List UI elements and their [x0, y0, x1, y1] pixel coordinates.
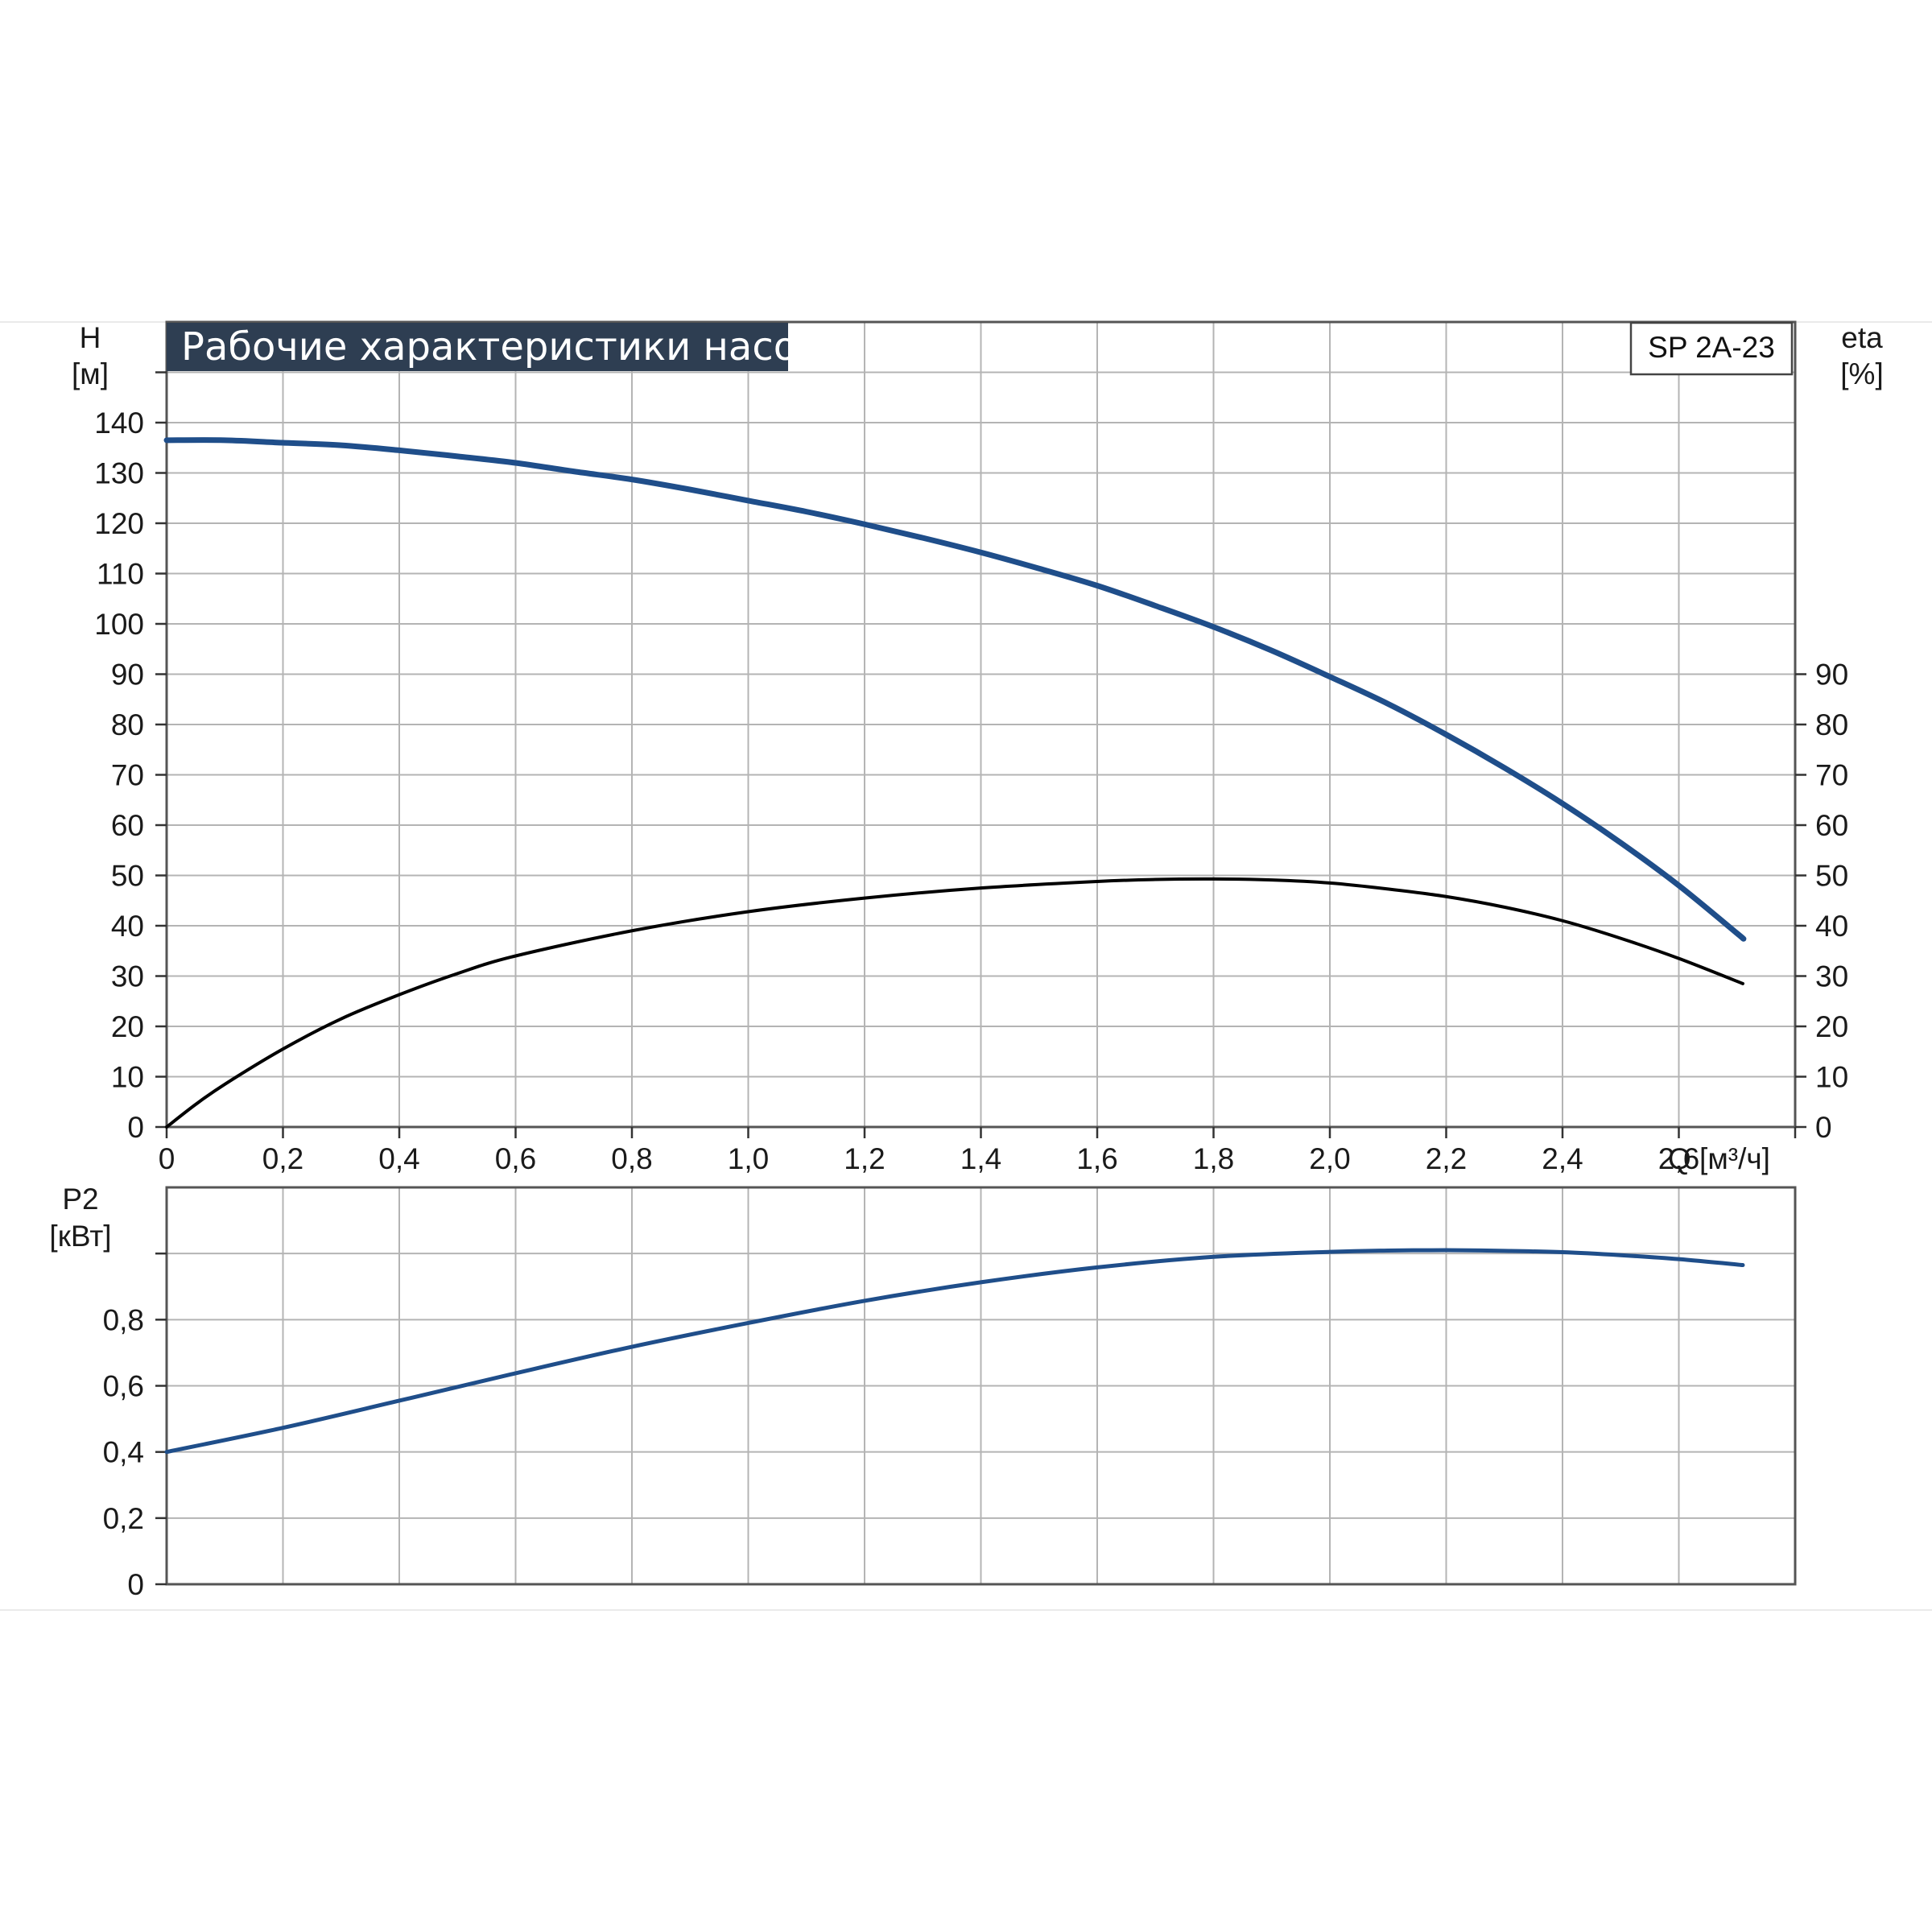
- x-tick-label: 0: [159, 1142, 175, 1175]
- x-tick-label: 1,0: [728, 1142, 769, 1175]
- y-right-tick-label: 80: [1815, 708, 1848, 741]
- y-left-tick-label: 90: [111, 658, 144, 691]
- y-left-tick-label: 20: [111, 1010, 144, 1043]
- y-left-tick-label: 120: [94, 507, 144, 540]
- x-tick-label: 0,2: [262, 1142, 303, 1175]
- chart-title-box: [167, 323, 788, 371]
- series-layer: [163, 437, 1747, 1455]
- tick-labels: 0 10 20 30 40 50 60 70 80 90 100 110 120 130 140 0 10 20 3…: [94, 407, 1848, 1601]
- bottom-grid: [167, 1187, 1795, 1584]
- x-tick-label: 0,8: [611, 1142, 652, 1175]
- x-tick-label: 2,0: [1309, 1142, 1350, 1175]
- x-tick-label: 1,6: [1076, 1142, 1117, 1175]
- y-right-tick-label: 20: [1815, 1010, 1848, 1043]
- y-right-tick-label: 30: [1815, 960, 1848, 993]
- efficiency-curve: [165, 877, 1744, 1129]
- model-label-box: [1629, 321, 1794, 376]
- y-left-tick-label: 0: [127, 1111, 144, 1144]
- power-tick-label: 0,6: [103, 1370, 144, 1403]
- power-tick-label: 0,8: [103, 1303, 144, 1336]
- power-curve: [164, 1248, 1745, 1455]
- x-tick-label: 2,4: [1542, 1142, 1583, 1175]
- y-left-tick-label: 30: [111, 960, 144, 993]
- y-left-tick-label: 130: [94, 457, 144, 490]
- x-tick-label: 2,6: [1658, 1142, 1699, 1175]
- chart-title: Рабочие характеристики насоса: [181, 324, 842, 369]
- y-right-tick-label: 70: [1815, 759, 1848, 792]
- power-axis-unit: [кВт]: [49, 1220, 111, 1253]
- y-right-tick-label: 10: [1815, 1061, 1848, 1094]
- x-tick-label: 1,4: [960, 1142, 1001, 1175]
- y-right-tick-label: 40: [1815, 910, 1848, 943]
- y-right-tick-label: 90: [1815, 658, 1848, 691]
- model-label: SP 2A-23: [1648, 331, 1775, 364]
- power-tick-label: 0: [127, 1568, 144, 1601]
- x-tick-label: 2,2: [1426, 1142, 1467, 1175]
- chart-band: [0, 321, 1932, 1611]
- x-tick-label: 0,6: [495, 1142, 536, 1175]
- y-left-tick-label: 70: [111, 759, 144, 792]
- y-left-axis-unit: [м]: [72, 357, 109, 390]
- axis-ticks: [155, 371, 1806, 1586]
- x-tick-label: 0,4: [378, 1142, 419, 1175]
- y-left-tick-label: 140: [94, 407, 144, 440]
- head-curve: [163, 437, 1747, 942]
- x-tick-label: 1,8: [1193, 1142, 1234, 1175]
- y-left-tick-label: 110: [97, 558, 144, 591]
- y-left-tick-label: 80: [111, 708, 144, 741]
- power-tick-label: 0,4: [103, 1436, 144, 1469]
- y-right-axis-symbol: eta: [1841, 321, 1883, 354]
- y-left-tick-label: 50: [111, 860, 144, 893]
- y-left-tick-label: 10: [111, 1061, 144, 1094]
- y-right-tick-label: 50: [1815, 860, 1848, 893]
- y-left-axis-symbol: H: [80, 321, 101, 354]
- y-left-tick-label: 100: [94, 608, 144, 641]
- power-tick-label: 0,2: [103, 1502, 144, 1535]
- top-grid: [167, 322, 1795, 1127]
- power-axis-symbol: P2: [62, 1183, 98, 1216]
- y-left-tick-label: 40: [111, 910, 144, 943]
- x-tick-label: 1,2: [844, 1142, 885, 1175]
- y-left-tick-label: 60: [111, 809, 144, 842]
- y-right-tick-label: 60: [1815, 809, 1848, 842]
- x-axis-label: Q [м³/ч]: [1668, 1142, 1770, 1175]
- y-right-axis-unit: [%]: [1840, 357, 1883, 390]
- y-right-tick-label: 0: [1815, 1111, 1832, 1144]
